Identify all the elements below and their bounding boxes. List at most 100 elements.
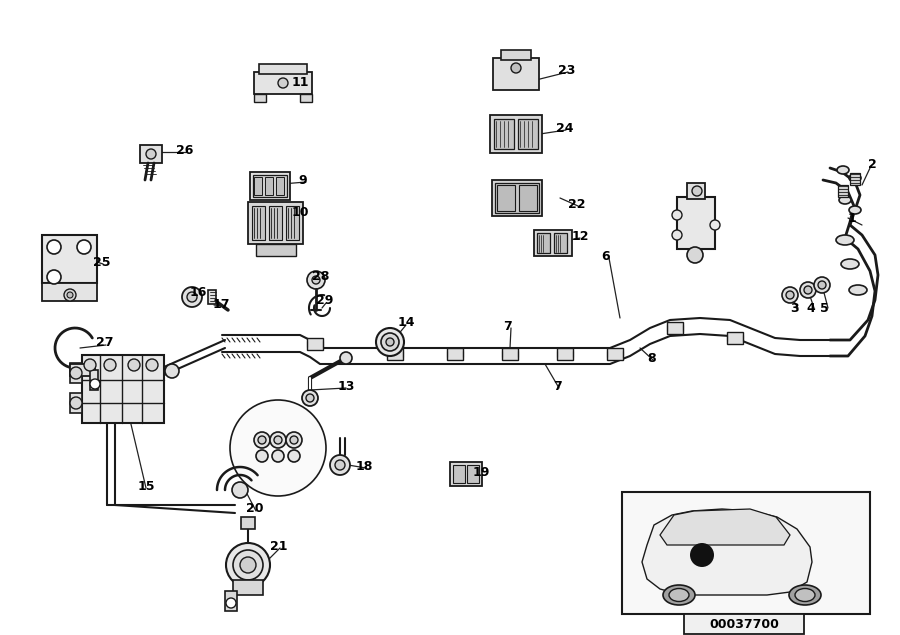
Circle shape <box>270 432 286 448</box>
Text: 27: 27 <box>96 337 113 349</box>
Bar <box>519 185 537 211</box>
Bar <box>450 462 482 486</box>
Circle shape <box>146 149 156 159</box>
Bar <box>253 175 287 197</box>
Bar <box>256 244 296 256</box>
Text: 17: 17 <box>213 298 230 311</box>
Bar <box>300 94 312 102</box>
Text: 7: 7 <box>553 380 562 392</box>
Text: 16: 16 <box>190 286 207 300</box>
Circle shape <box>128 359 140 371</box>
Bar <box>248 202 303 244</box>
Text: 13: 13 <box>338 380 356 392</box>
Ellipse shape <box>669 589 689 601</box>
Circle shape <box>818 281 826 289</box>
Circle shape <box>232 482 248 498</box>
Bar <box>467 465 479 483</box>
Circle shape <box>70 367 82 379</box>
Bar <box>727 332 743 344</box>
Bar <box>254 94 266 102</box>
Bar <box>554 233 567 253</box>
Ellipse shape <box>836 235 854 245</box>
Bar <box>254 72 312 94</box>
Bar <box>667 322 683 334</box>
Circle shape <box>330 455 350 475</box>
Bar <box>254 177 262 195</box>
Text: 19: 19 <box>473 467 491 479</box>
Bar <box>453 465 465 483</box>
Bar <box>241 517 255 529</box>
Bar <box>208 290 216 304</box>
Bar <box>42 235 97 283</box>
Bar <box>252 206 265 240</box>
Bar <box>493 58 539 90</box>
Circle shape <box>226 543 270 587</box>
Bar <box>286 206 299 240</box>
Bar <box>447 348 463 360</box>
Circle shape <box>692 186 702 196</box>
Bar <box>492 180 542 216</box>
Circle shape <box>47 240 61 254</box>
Circle shape <box>672 210 682 220</box>
Bar <box>494 119 514 149</box>
Circle shape <box>800 282 816 298</box>
Circle shape <box>288 450 300 462</box>
Text: 5: 5 <box>820 302 829 314</box>
Ellipse shape <box>663 585 695 605</box>
Polygon shape <box>660 509 790 545</box>
Circle shape <box>307 271 325 289</box>
Text: 28: 28 <box>312 269 329 283</box>
Circle shape <box>230 400 326 496</box>
Text: 00037700: 00037700 <box>709 617 778 631</box>
Bar <box>537 233 550 253</box>
Text: 20: 20 <box>246 502 264 516</box>
Circle shape <box>165 364 179 378</box>
Circle shape <box>77 240 91 254</box>
Text: 18: 18 <box>356 460 374 472</box>
Ellipse shape <box>789 585 821 605</box>
Circle shape <box>302 390 318 406</box>
Bar <box>233 580 263 595</box>
Polygon shape <box>642 509 812 595</box>
Circle shape <box>187 292 197 302</box>
Circle shape <box>381 333 399 351</box>
Ellipse shape <box>795 589 815 601</box>
Circle shape <box>804 286 812 294</box>
Text: 9: 9 <box>298 173 307 187</box>
Text: 21: 21 <box>270 540 287 552</box>
Ellipse shape <box>841 259 859 269</box>
Bar <box>70 364 95 376</box>
Circle shape <box>710 220 720 230</box>
Ellipse shape <box>839 196 851 204</box>
Circle shape <box>146 359 158 371</box>
Circle shape <box>814 277 830 293</box>
Circle shape <box>226 598 236 608</box>
Bar <box>265 177 273 195</box>
Bar <box>534 230 572 256</box>
Bar <box>502 348 518 360</box>
Bar <box>684 614 804 634</box>
Text: 3: 3 <box>790 302 798 314</box>
Bar <box>495 183 539 213</box>
Bar <box>387 348 403 360</box>
Circle shape <box>278 78 288 88</box>
Circle shape <box>90 379 100 389</box>
Circle shape <box>782 287 798 303</box>
Circle shape <box>335 460 345 470</box>
Bar <box>276 177 284 195</box>
Bar <box>622 492 870 614</box>
Circle shape <box>672 230 682 240</box>
Circle shape <box>376 328 404 356</box>
Ellipse shape <box>849 206 861 214</box>
Bar <box>677 197 715 249</box>
Circle shape <box>286 432 302 448</box>
Bar <box>70 363 82 383</box>
Text: 29: 29 <box>316 295 333 307</box>
Circle shape <box>104 359 116 371</box>
Bar <box>70 393 82 413</box>
Bar <box>250 172 290 200</box>
Bar <box>259 64 307 74</box>
Bar <box>687 183 705 199</box>
Ellipse shape <box>849 285 867 295</box>
Text: 22: 22 <box>568 197 586 210</box>
